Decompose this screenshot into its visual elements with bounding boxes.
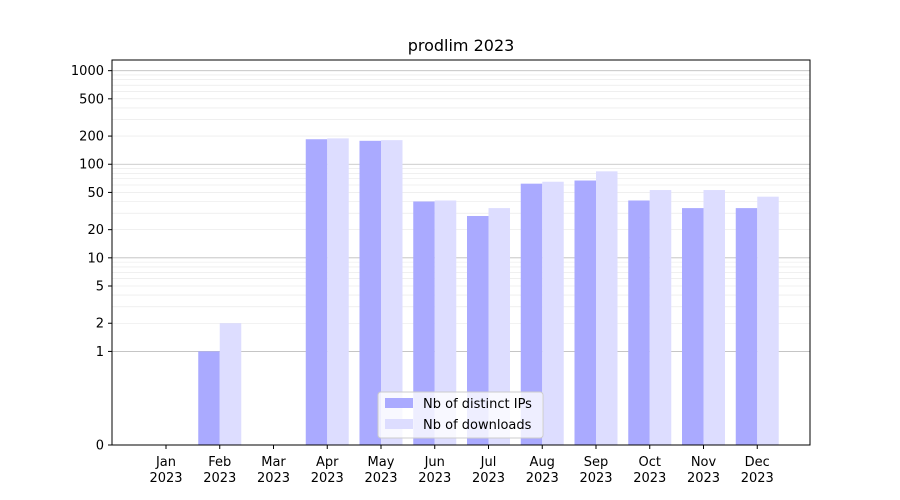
bar-distinct-ips (735, 208, 758, 445)
x-tick-label-month: Sep (584, 455, 609, 470)
legend-label: Nb of downloads (423, 418, 532, 433)
x-tick-label-month: Jul (480, 455, 497, 470)
y-tick-label: 0 (96, 439, 104, 454)
x-tick-label-year: 2023 (579, 471, 612, 486)
y-tick-label: 100 (79, 158, 104, 173)
x-tick-label-month: Apr (316, 455, 339, 470)
legend: Nb of distinct IPs Nb of downloads (377, 391, 544, 439)
bar-distinct-ips (682, 208, 704, 445)
chart-title: prodlim 2023 (408, 36, 515, 55)
x-tick-label-month: Mar (261, 455, 286, 470)
x-tick-label-year: 2023 (203, 471, 236, 486)
bar-distinct-ips (305, 139, 328, 445)
x-tick-label-year: 2023 (418, 471, 451, 486)
bar-downloads (757, 196, 779, 445)
x-tick-label-month: Nov (691, 455, 717, 470)
y-tick-label: 200 (79, 130, 104, 145)
bar-downloads (703, 190, 725, 445)
x-tick-label-year: 2023 (472, 471, 505, 486)
bars (198, 138, 779, 446)
bar-distinct-ips (198, 351, 220, 445)
y-tick-label: 20 (87, 223, 104, 238)
x-tick-label-month: Jun (424, 455, 445, 470)
y-tick-label: 500 (79, 92, 104, 107)
bar-downloads (649, 190, 672, 445)
x-tick-label-year: 2023 (257, 471, 290, 486)
y-tick-label: 1 (96, 345, 104, 360)
x-tick-label-year: 2023 (364, 471, 397, 486)
y-tick-label: 50 (87, 186, 104, 201)
bar-downloads (596, 171, 618, 445)
bar-downloads (488, 208, 510, 445)
x-tick-label-year: 2023 (149, 471, 182, 486)
legend-label: Nb of distinct IPs (423, 397, 532, 412)
bar-downloads (542, 181, 564, 446)
x-tick-label-month: Jan (155, 455, 176, 470)
x-tick-label-month: May (368, 455, 395, 470)
x-axis: Jan2023Feb2023Mar2023Apr2023May2023Jun20… (149, 445, 774, 486)
y-tick-label: 10 (87, 251, 104, 266)
x-tick-label-month: Aug (530, 455, 555, 470)
bar-distinct-ips (467, 215, 489, 445)
bar-downloads (327, 138, 349, 446)
bar-distinct-ips (520, 183, 543, 445)
x-tick-label-month: Dec (745, 455, 770, 470)
legend-box (377, 391, 544, 439)
plot-frame (111, 59, 811, 446)
bar-downloads (219, 323, 242, 445)
y-axis: 0 1 2 5 10 20 50 100 200 500 1000 (71, 64, 112, 454)
bar-distinct-ips (413, 201, 435, 445)
bar-downloads (381, 140, 403, 446)
y-tick-label: 1000 (71, 64, 104, 79)
bar-downloads (434, 200, 457, 445)
y-tick-label: 2 (96, 317, 104, 332)
x-tick-label-year: 2023 (311, 471, 344, 486)
x-tick-label-year: 2023 (741, 471, 774, 486)
bar-distinct-ips (628, 200, 650, 445)
x-tick-label-month: Feb (208, 455, 231, 470)
x-tick-label-year: 2023 (633, 471, 666, 486)
legend-swatch (385, 398, 413, 408)
legend-swatch (385, 419, 413, 429)
x-tick-label-year: 2023 (687, 471, 720, 486)
bar-distinct-ips (574, 180, 596, 446)
x-tick-label-month: Oct (639, 455, 661, 470)
y-tick-label: 5 (96, 280, 104, 295)
gridlines (112, 70, 810, 352)
x-tick-label-year: 2023 (526, 471, 559, 486)
bar-distinct-ips (359, 140, 381, 445)
